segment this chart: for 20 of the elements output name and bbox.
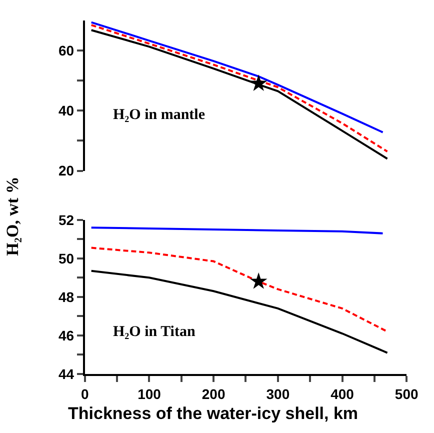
x-tick-label: 100 — [138, 386, 162, 402]
line-series — [90, 270, 388, 354]
y-axis-title: H₂O, wt % — [2, 176, 22, 256]
annotation: H₂O in mantle — [113, 107, 206, 123]
x-tick-label: 300 — [266, 386, 290, 402]
annotation: H₂O in Titan — [113, 324, 196, 340]
x-axis-title: Thickness of the water-icy shell, km — [68, 404, 358, 423]
y-tick-label: 46 — [58, 327, 74, 344]
y-tick-label: 44 — [58, 366, 74, 382]
line-series — [90, 21, 384, 134]
y-tick-label: 60 — [58, 42, 74, 58]
x-tick-label: 200 — [202, 386, 226, 402]
y-tick-label: 50 — [58, 250, 74, 266]
y-tick-label: 52 — [58, 212, 74, 228]
x-tick-label: 400 — [330, 386, 354, 402]
y-tick-label: 48 — [58, 288, 74, 305]
y-tick-label: 40 — [58, 102, 74, 119]
y-tick-label: 20 — [58, 162, 74, 179]
x-tick-label: 0 — [81, 386, 90, 402]
x-tick-label: 500 — [394, 386, 418, 402]
